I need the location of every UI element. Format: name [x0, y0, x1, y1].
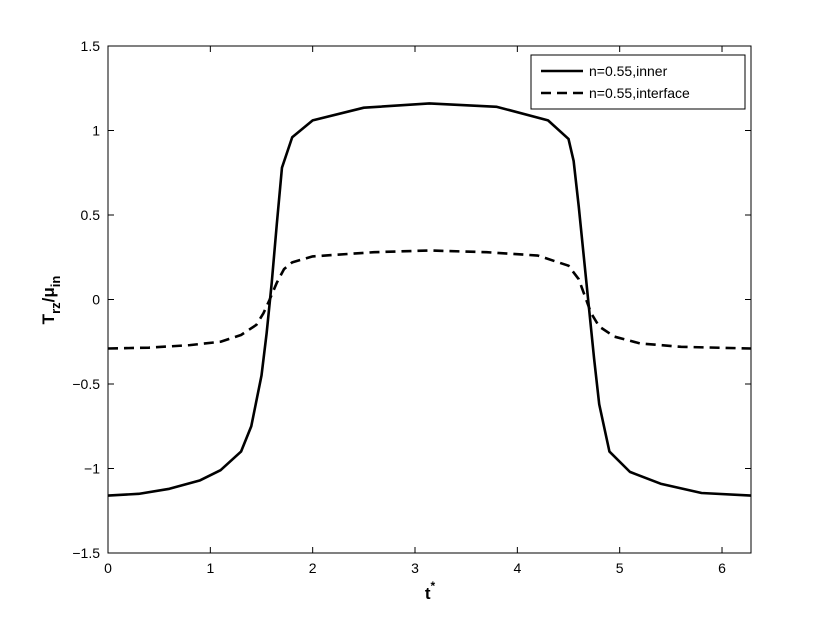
x-tick-label: 5: [616, 560, 624, 576]
x-tick-label: 2: [309, 560, 317, 576]
series-line-1: [107, 102, 752, 497]
y-tick-label: −1: [84, 461, 100, 477]
x-axis-label: t*: [425, 579, 436, 603]
y-axis-label: Trz/μin: [39, 276, 63, 325]
y-tick-label: 1: [92, 123, 100, 139]
x-tick-label: 6: [718, 560, 726, 576]
y-tick-label: 1.5: [81, 38, 101, 54]
legend-label-1: n=0.55,inner: [589, 63, 668, 79]
labels-layer: 0 1 2 3 4 5 6 −1.5 −1 −0.5 0 0.5 1 1.5 t* Trz/μin: [39, 38, 726, 603]
y-tick-label: 0.5: [81, 207, 101, 223]
legend: n=0.55,inner n=0.55,interface: [530, 54, 746, 110]
x-tick-label: 3: [411, 560, 419, 576]
x-tick-label: 4: [513, 560, 521, 576]
legend-box: [530, 54, 746, 110]
y-tick-label: −0.5: [72, 376, 100, 392]
plot-area: [108, 46, 751, 553]
legend-label-2: n=0.55,interface: [589, 85, 690, 101]
series-line-2: [107, 249, 752, 350]
series-layer: [107, 102, 752, 497]
x-tick-label: 0: [104, 560, 112, 576]
y-tick-label: −1.5: [72, 545, 100, 561]
x-tick-label: 1: [206, 560, 214, 576]
axes-layer: [107, 45, 752, 554]
y-tick-label: 0: [92, 292, 100, 308]
plot-background: [108, 46, 751, 553]
